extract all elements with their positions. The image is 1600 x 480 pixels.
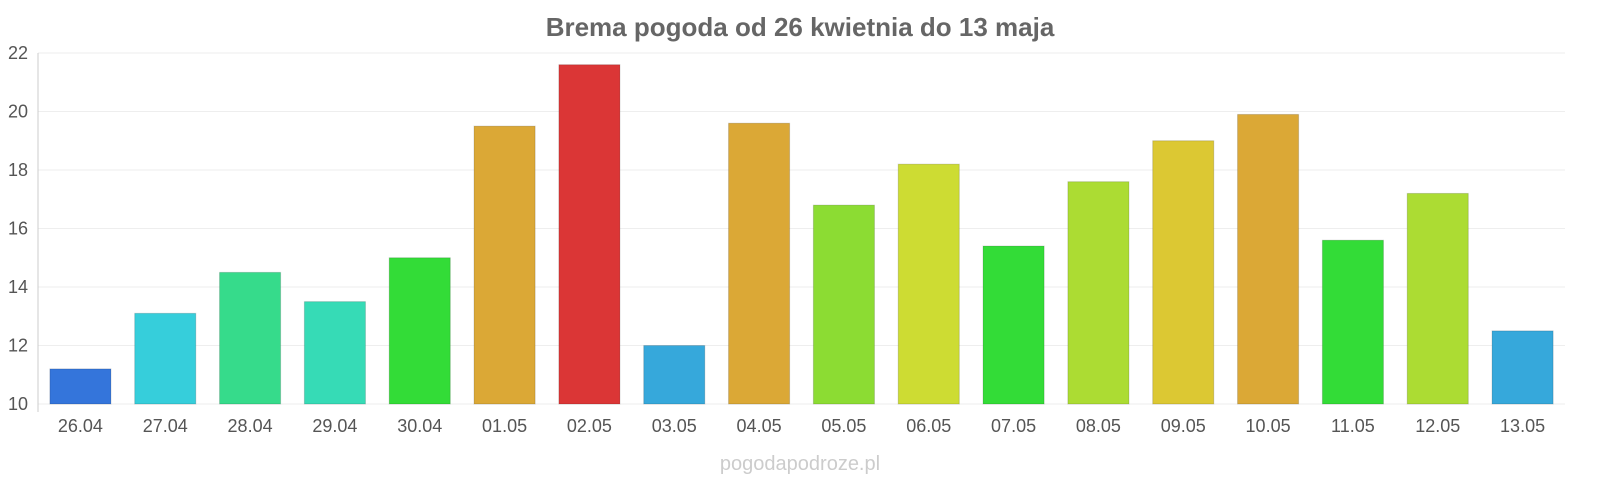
bars — [49, 64, 1554, 405]
bar-01.05 — [473, 125, 536, 405]
x-tick-label: 01.05 — [482, 416, 527, 436]
y-tick-label: 14 — [8, 277, 28, 297]
x-tick-label: 29.04 — [312, 416, 357, 436]
grid-lines — [37, 52, 1565, 412]
x-tick-label: 12.05 — [1415, 416, 1460, 436]
bar-12.05 — [1406, 192, 1469, 405]
bar-04.05 — [728, 122, 791, 405]
bar-13.05 — [1491, 330, 1554, 405]
bar-30.04 — [388, 257, 451, 405]
bar-27.04 — [134, 312, 197, 405]
bar-09.05 — [1152, 140, 1215, 405]
bar-10.05 — [1237, 113, 1300, 405]
y-tick-label: 12 — [8, 336, 28, 356]
bar-28.04 — [219, 271, 282, 405]
bar-06.05 — [897, 163, 960, 405]
x-tick-label: 05.05 — [821, 416, 866, 436]
x-tick-label: 08.05 — [1076, 416, 1121, 436]
bar-03.05 — [643, 345, 706, 405]
y-tick-label: 20 — [8, 102, 28, 122]
bar-07.05 — [982, 245, 1045, 405]
y-axis-ticks: 10 12 14 16 18 20 22 — [8, 43, 28, 414]
x-tick-label: 13.05 — [1500, 416, 1545, 436]
bar-08.05 — [1067, 181, 1130, 405]
y-tick-label: 18 — [8, 160, 28, 180]
bar-02.05 — [558, 64, 621, 405]
x-tick-label: 04.05 — [737, 416, 782, 436]
x-tick-label: 03.05 — [652, 416, 697, 436]
bar-26.04 — [49, 368, 112, 405]
x-tick-label: 11.05 — [1331, 416, 1375, 436]
x-tick-label: 09.05 — [1161, 416, 1206, 436]
y-tick-label: 22 — [8, 43, 28, 63]
x-axis-ticks: 26.04 27.04 28.04 29.04 30.04 01.05 02.05 03.05… — [58, 416, 1545, 436]
x-tick-label: 28.04 — [228, 416, 273, 436]
x-tick-label: 27.04 — [143, 416, 188, 436]
bar-11.05 — [1321, 239, 1384, 405]
x-tick-label: 10.05 — [1246, 416, 1291, 436]
watermark: pogodapodroze.pl — [720, 453, 880, 475]
bar-29.04 — [303, 301, 366, 405]
x-tick-label: 26.04 — [58, 416, 103, 436]
y-tick-label: 10 — [8, 394, 28, 414]
chart-title: Brema pogoda od 26 kwietnia do 13 maja — [546, 12, 1055, 42]
x-tick-label: 07.05 — [991, 416, 1036, 436]
y-tick-label: 16 — [8, 219, 28, 239]
x-tick-label: 06.05 — [906, 416, 951, 436]
x-tick-label: 30.04 — [397, 416, 442, 436]
bar-05.05 — [812, 204, 875, 405]
x-tick-label: 02.05 — [567, 416, 612, 436]
